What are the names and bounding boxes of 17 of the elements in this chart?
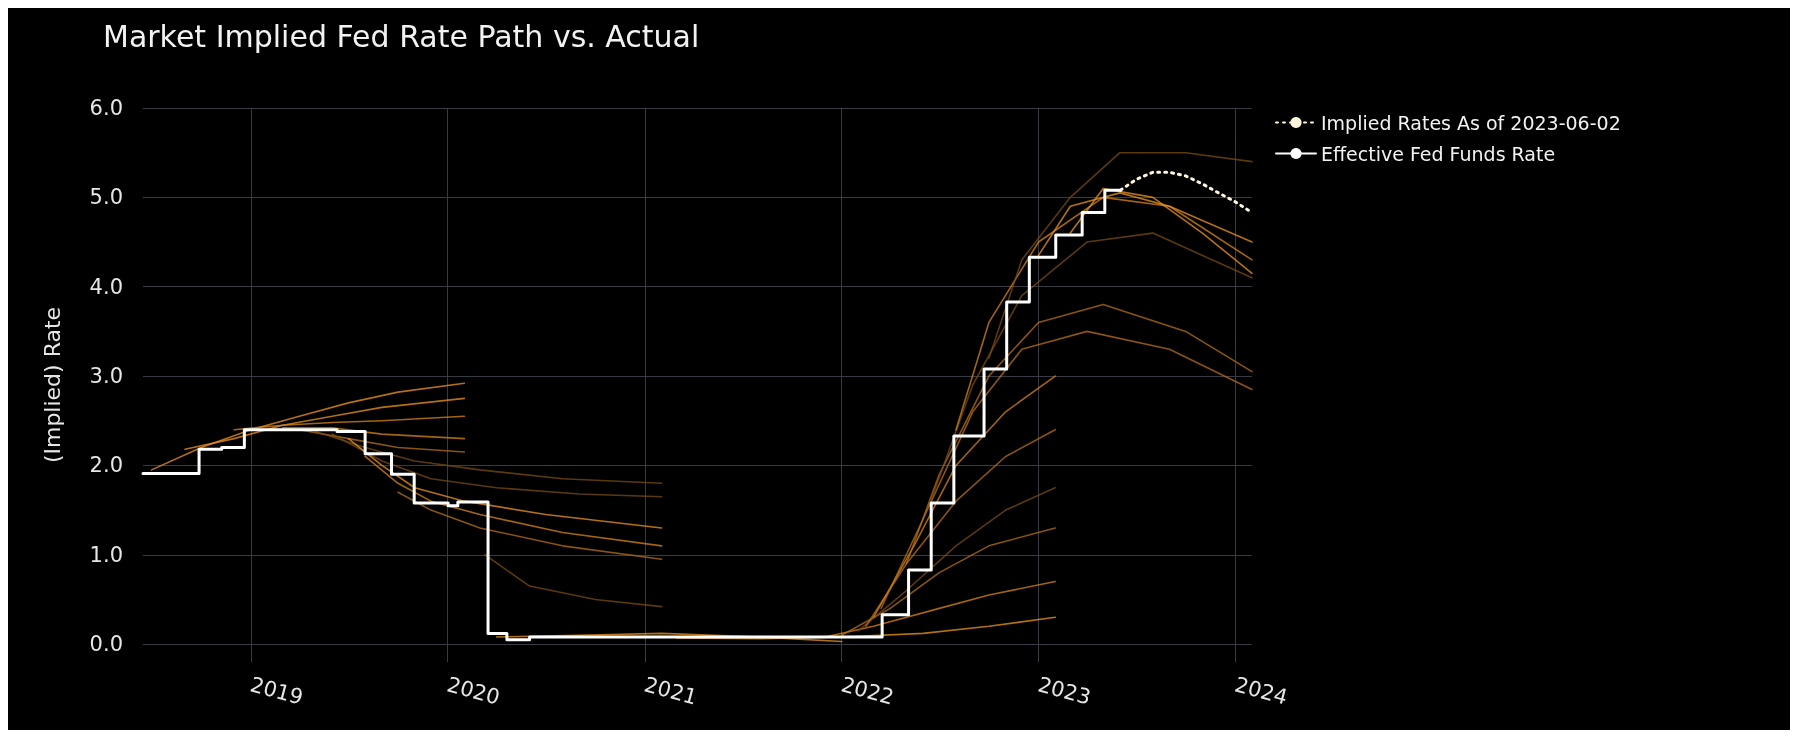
legend-label: Effective Fed Funds Rate — [1321, 142, 1556, 165]
x-tick-label: 2023 — [1035, 672, 1094, 710]
y-tick-label: 5.0 — [89, 185, 123, 210]
y-axis-title: (Implied) Rate — [39, 306, 65, 464]
x-tick-label: 2024 — [1232, 672, 1291, 710]
y-tick-label: 2.0 — [89, 453, 123, 478]
x-tick-label: 2021 — [641, 672, 700, 710]
y-tick-label: 1.0 — [89, 542, 123, 567]
y-tick-label: 0.0 — [89, 632, 123, 657]
x-tick-label: 2020 — [444, 672, 503, 710]
y-tick-label: 4.0 — [89, 274, 123, 299]
y-tick-label: 6.0 — [89, 96, 123, 120]
legend-label: Implied Rates As of 2023-06-02 — [1321, 111, 1621, 134]
y-tick-label: 3.0 — [89, 364, 123, 389]
x-tick-label: 2019 — [247, 672, 306, 710]
chart-title: Market Implied Fed Rate Path vs. Actual — [103, 18, 700, 54]
x-tick-label: 2022 — [838, 672, 897, 710]
